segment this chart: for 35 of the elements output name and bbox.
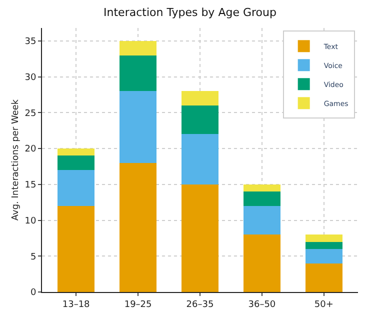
bar (119, 162, 157, 292)
y-tick-label: 30 (24, 72, 36, 83)
x-tick-label: 26–35 (186, 300, 214, 310)
bar (305, 234, 343, 242)
y-tick-label: 35 (24, 37, 36, 48)
bar (305, 263, 343, 292)
bar (57, 170, 95, 206)
bar (243, 234, 281, 292)
y-tick-label: 25 (24, 108, 36, 119)
y-tick-label: 0 (30, 288, 36, 298)
y-tick-label: 20 (24, 144, 36, 155)
x-tick-label: 50+ (314, 300, 334, 310)
chart-title: Interaction Types by Age Group (104, 6, 276, 19)
bar (243, 206, 281, 235)
bar (243, 192, 281, 206)
bar (57, 148, 95, 156)
x-tick-label: 13–18 (62, 300, 90, 310)
y-tick-label: 5 (30, 252, 36, 262)
y-tick-label: 15 (24, 180, 36, 191)
bar (181, 184, 219, 292)
bar (57, 206, 95, 292)
bar (181, 134, 219, 184)
bar (181, 105, 219, 134)
bar (119, 91, 157, 163)
bar (243, 184, 281, 192)
x-tick-label: 36–50 (248, 300, 276, 310)
bar (119, 40, 157, 56)
x-tick-label: 19–25 (124, 300, 152, 310)
bar (119, 55, 157, 92)
y-tick-label: 10 (24, 216, 36, 226)
bar (181, 91, 219, 106)
bar (305, 242, 343, 249)
bar (305, 248, 343, 264)
bar (57, 156, 95, 170)
y-axis-title: Avg. Interactions per Week (11, 98, 22, 221)
